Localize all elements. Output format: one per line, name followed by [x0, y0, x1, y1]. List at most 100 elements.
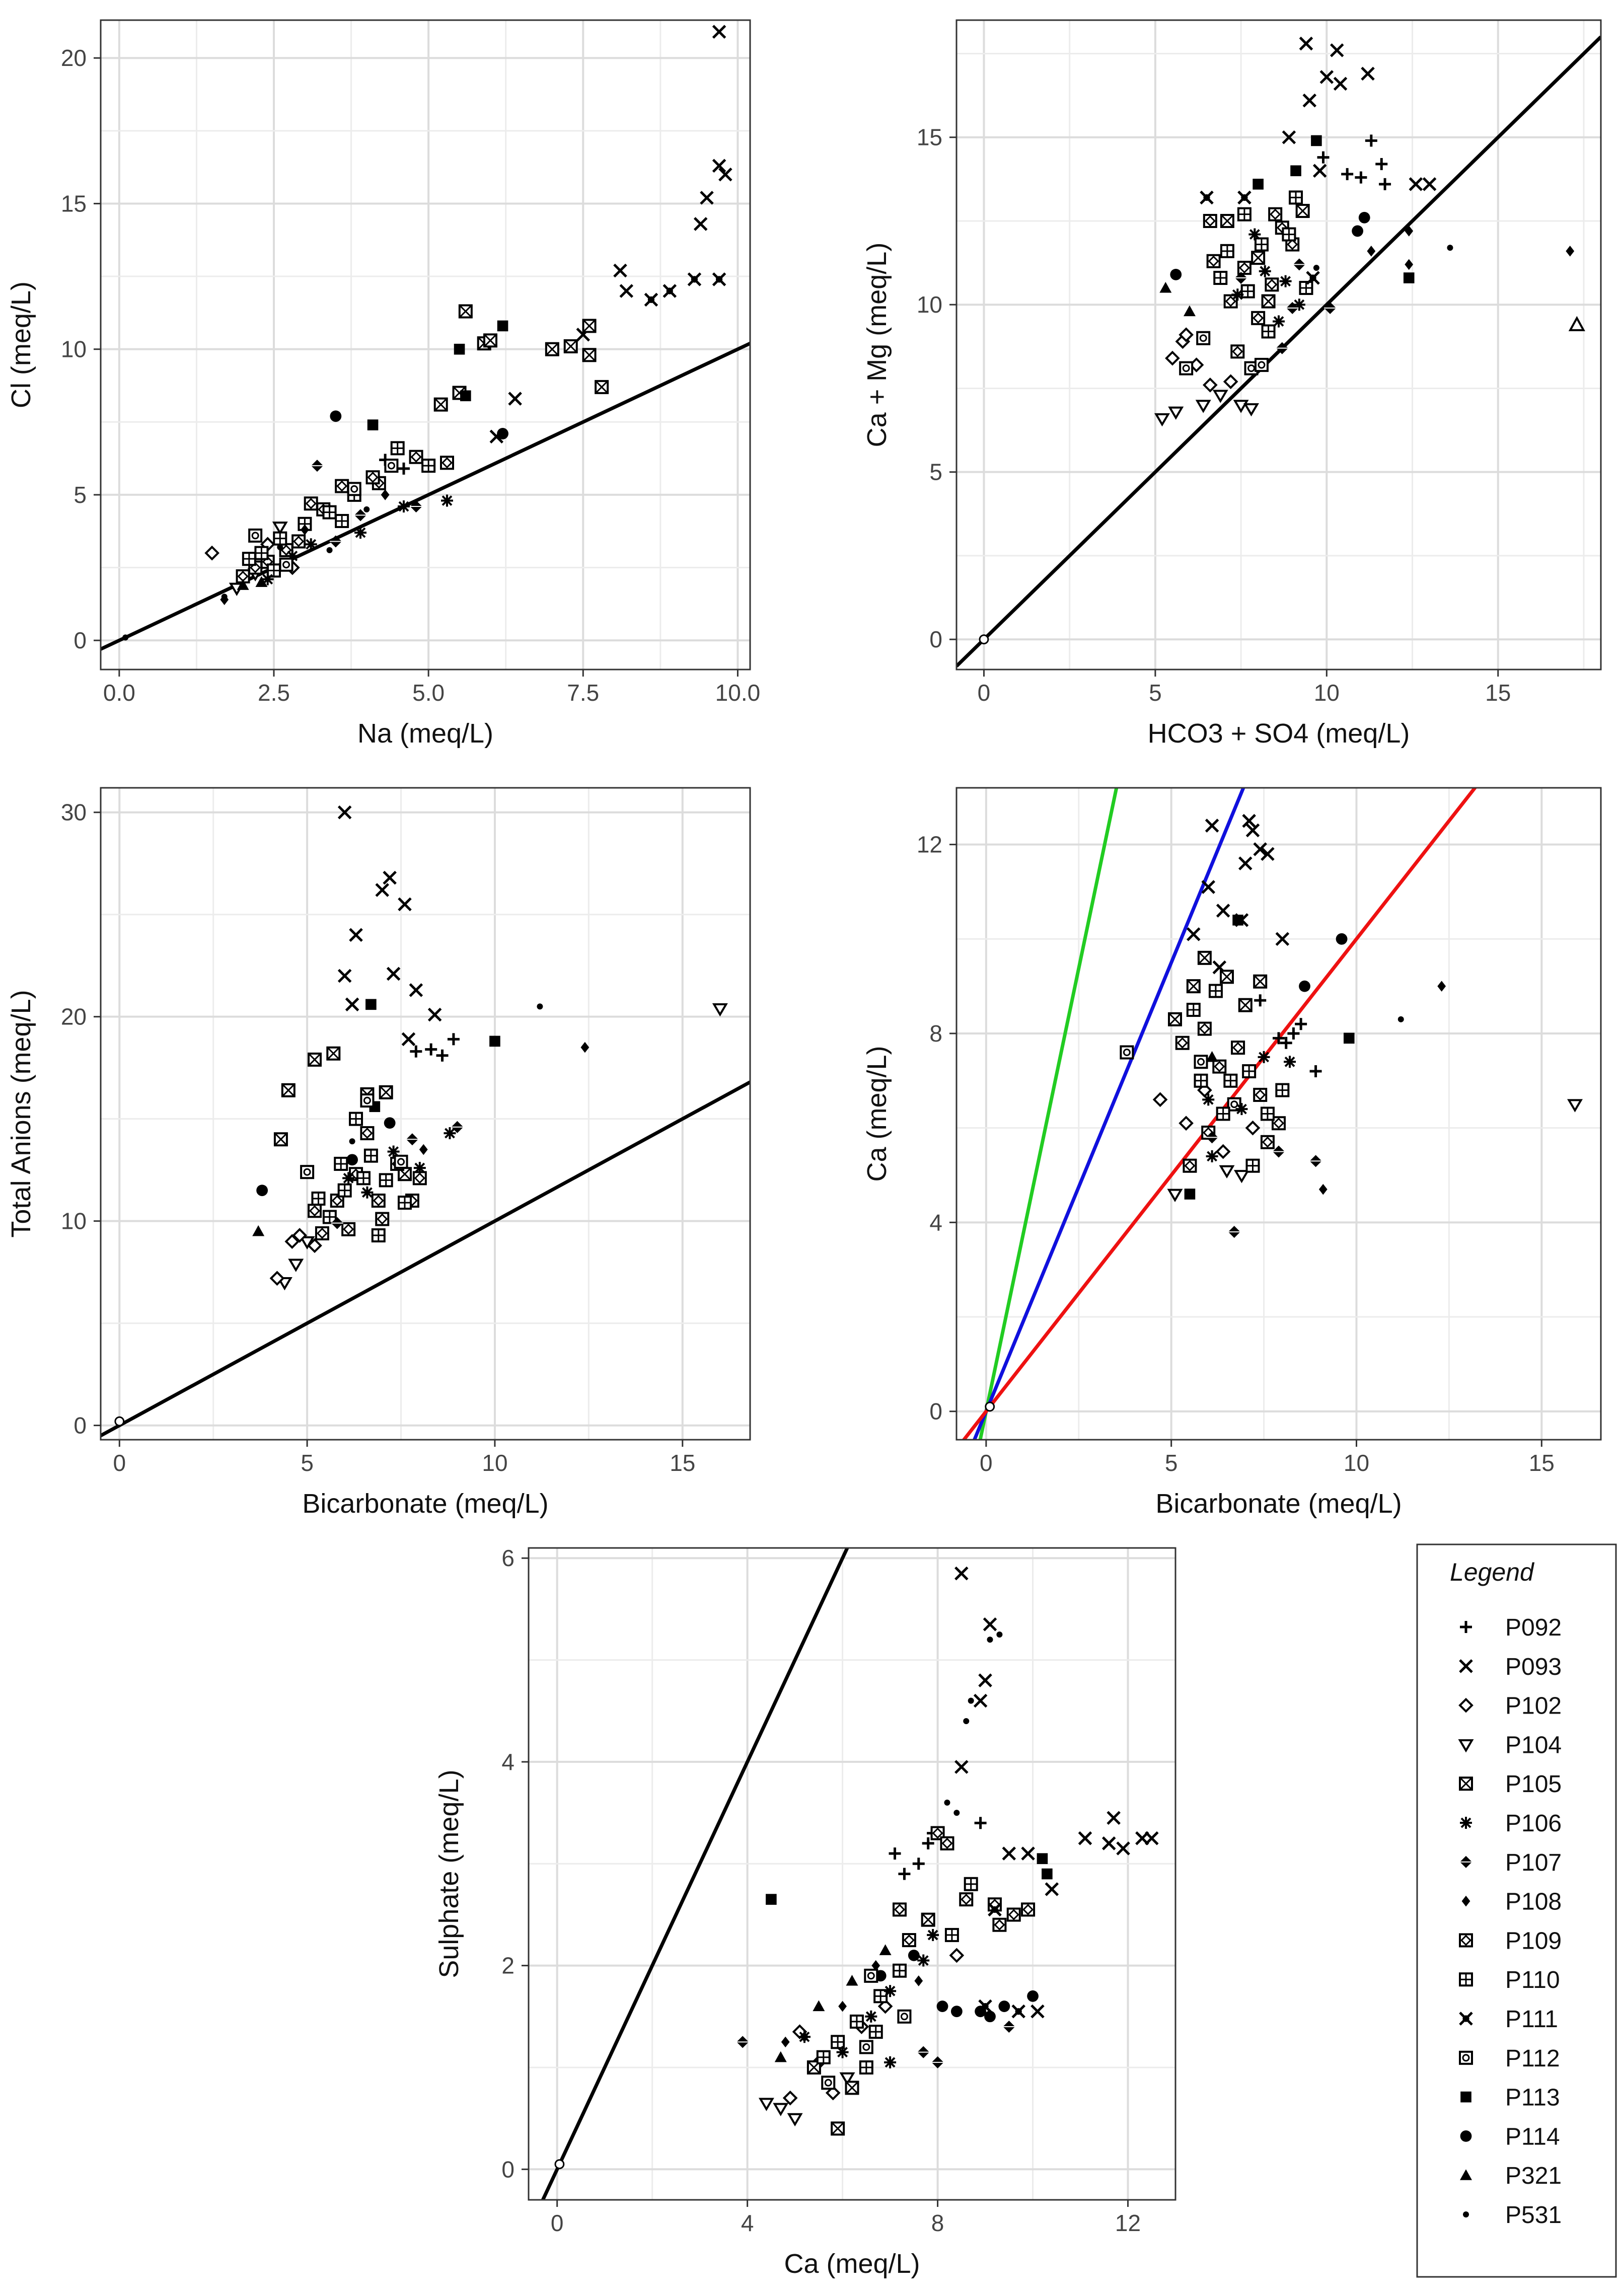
point-p114 [1027, 1990, 1039, 2002]
y-axis-label: Sulphate (meq/L) [434, 1769, 464, 1978]
point-p112 [897, 2009, 912, 2024]
legend-symbol-b [1459, 1659, 1473, 1673]
plot-area [956, 35, 1601, 668]
point-p105-d2 [1168, 1012, 1182, 1026]
point-p112-c [387, 462, 395, 470]
point-p093-b [1333, 77, 1348, 91]
point-p112 [347, 482, 361, 496]
point-p104 [1195, 400, 1211, 413]
y-tick-label: 12 [917, 832, 942, 858]
point-p109-in [1273, 1118, 1285, 1129]
point-p112 [1179, 361, 1194, 376]
point-p112-c [303, 1168, 311, 1176]
point-p114 [1170, 268, 1182, 280]
y-tick-label: 4 [501, 1749, 514, 1775]
point-p113 [1343, 1032, 1355, 1044]
point-p105-d2 [582, 319, 596, 333]
point-p104 [773, 2103, 789, 2116]
point-p531 [953, 1810, 960, 1816]
panel-4: 0 5 10 15 0 4 8 12 Bicarbonate (meq/L) Ca (meq/L) [862, 787, 1602, 1519]
point-p321 [1183, 305, 1196, 317]
point-p108 [838, 2001, 847, 2012]
legend-entry-p113: P113 [1460, 2085, 1560, 2111]
x-tick-label: 5 [1149, 680, 1162, 706]
legend-label: P093 [1505, 1654, 1562, 1680]
legend-symbol [1461, 1895, 1470, 1907]
y-axis-label: Total Anions (meq/L) [6, 990, 36, 1237]
point-p109-in [1184, 1160, 1196, 1171]
y-tick-label: 20 [61, 45, 87, 71]
point-p112-c [862, 2043, 870, 2051]
point-p112 [394, 1154, 408, 1169]
point-p093-b [1045, 1882, 1059, 1896]
panel-frame [955, 787, 1602, 1441]
point-p531 [1397, 1016, 1404, 1022]
point-p093-b [1030, 2004, 1045, 2019]
legend-symbol-in [1460, 1935, 1472, 1946]
point-p104 [1219, 1165, 1235, 1179]
point-p112 [248, 528, 263, 543]
legend-symbol-c [1462, 2054, 1470, 2062]
legend-label: P104 [1505, 1732, 1562, 1758]
point-p109-in [1199, 1023, 1210, 1034]
point-p109-in [1255, 1089, 1266, 1101]
point-p106-d2 [1249, 229, 1260, 240]
y-tick-label: 2 [501, 1953, 514, 1979]
point-p109-in [280, 544, 292, 556]
y-tick-label: 6 [501, 1545, 514, 1571]
x-axis-label: Na (meq/L) [357, 718, 493, 749]
legend-entry-p112: P112 [1459, 2045, 1560, 2072]
point-p114 [908, 1949, 920, 1961]
legend-symbol-d2 [1459, 1777, 1473, 1791]
point-p093-b [1299, 36, 1313, 51]
point-p104 [1167, 1189, 1183, 1202]
panel-frame [528, 1547, 1176, 2201]
point-p106-d2 [343, 1172, 354, 1183]
legend-label: P112 [1505, 2045, 1560, 2072]
point-p109-in [1022, 1904, 1034, 1915]
y-tick-label: 5 [929, 459, 942, 485]
x-tick-label: 8 [931, 2210, 944, 2236]
point-p093-b [1319, 70, 1334, 84]
point-p093-b [983, 1617, 997, 1632]
point-p112 [1254, 357, 1269, 372]
point-p106-d2 [1236, 1103, 1247, 1115]
x-tick-label: 10 [1344, 1450, 1369, 1476]
point-p112 [1227, 1097, 1241, 1112]
legend-label: P111 [1505, 2006, 1558, 2033]
point-p102 [1179, 1116, 1194, 1131]
point-p109-in [1214, 1061, 1225, 1072]
reference-line-1 [101, 1080, 750, 1437]
point-p108 [1405, 226, 1414, 237]
point-p112 [384, 459, 399, 473]
point-p093-b [508, 392, 522, 406]
point-p105-d2 [831, 2122, 845, 2135]
point-p093-b [973, 1693, 988, 1708]
point-p093-b [1282, 130, 1296, 144]
legend-entry-p110: P110 [1459, 1967, 1560, 1993]
legend-label: P109 [1505, 1928, 1562, 1954]
point-p105-d2 [274, 1133, 287, 1146]
x-tick-label: 5.0 [412, 680, 445, 706]
point-p105-d2 [281, 1083, 295, 1097]
point-p112-c [1123, 1049, 1131, 1057]
legend-label: P113 [1505, 2085, 1560, 2111]
legend-label: P102 [1505, 1693, 1562, 1720]
point-p104 [1567, 1099, 1583, 1113]
panel-frame [955, 19, 1602, 671]
point-p105-d2 [595, 380, 609, 394]
point-p531 [1313, 265, 1319, 271]
point-p108 [301, 524, 309, 536]
point-p109-in [373, 1195, 384, 1207]
point-p102 [307, 1238, 322, 1253]
point-p102 [269, 1271, 285, 1286]
legend-label: P321 [1505, 2163, 1562, 2189]
point-p108 [800, 2031, 809, 2043]
point-p111-c [1241, 194, 1248, 201]
point-p109-in [961, 1893, 972, 1905]
point-p104 [712, 1003, 728, 1017]
point-p105-d2 [459, 305, 472, 318]
y-tick-label: 0 [929, 626, 942, 652]
y-tick-label: 15 [917, 124, 942, 151]
point-p113 [497, 320, 508, 332]
